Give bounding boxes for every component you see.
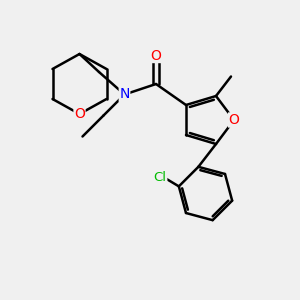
Text: N: N — [119, 88, 130, 101]
Text: O: O — [151, 49, 161, 62]
Text: O: O — [74, 107, 85, 121]
Text: O: O — [229, 113, 239, 127]
Text: Cl: Cl — [154, 171, 167, 184]
